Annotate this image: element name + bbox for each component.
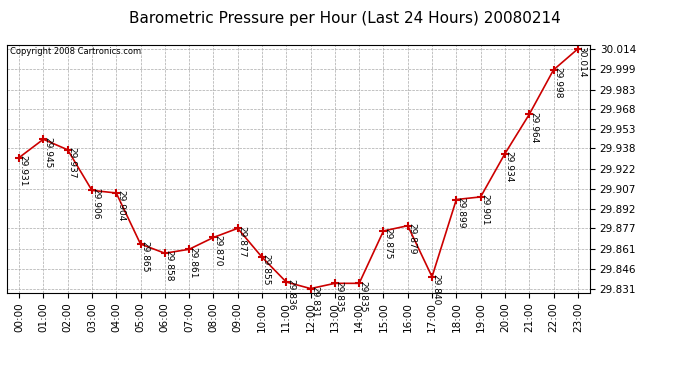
Text: 29.964: 29.964 <box>529 112 538 143</box>
Text: 29.945: 29.945 <box>43 136 52 168</box>
Text: 29.934: 29.934 <box>504 151 513 182</box>
Text: 29.840: 29.840 <box>432 274 441 305</box>
Text: 29.861: 29.861 <box>189 246 198 278</box>
Text: 29.904: 29.904 <box>116 190 125 222</box>
Text: 29.831: 29.831 <box>310 286 319 317</box>
Text: 29.865: 29.865 <box>140 241 149 273</box>
Text: 29.870: 29.870 <box>213 235 222 266</box>
Text: Barometric Pressure per Hour (Last 24 Hours) 20080214: Barometric Pressure per Hour (Last 24 Ho… <box>129 11 561 26</box>
Text: 29.877: 29.877 <box>237 225 246 257</box>
Text: 29.835: 29.835 <box>335 280 344 312</box>
Text: 29.931: 29.931 <box>19 155 28 186</box>
Text: 29.855: 29.855 <box>262 254 270 286</box>
Text: 30.014: 30.014 <box>578 46 586 78</box>
Text: 29.906: 29.906 <box>92 188 101 219</box>
Text: 29.858: 29.858 <box>164 251 173 282</box>
Text: 29.899: 29.899 <box>456 197 465 228</box>
Text: Copyright 2008 Cartronics.com: Copyright 2008 Cartronics.com <box>10 48 141 57</box>
Text: 29.875: 29.875 <box>383 228 392 260</box>
Text: 29.901: 29.901 <box>480 194 489 226</box>
Text: 29.998: 29.998 <box>553 67 562 99</box>
Text: 29.879: 29.879 <box>407 223 416 254</box>
Text: 29.835: 29.835 <box>359 280 368 312</box>
Text: 29.836: 29.836 <box>286 279 295 311</box>
Text: 29.937: 29.937 <box>68 147 77 178</box>
